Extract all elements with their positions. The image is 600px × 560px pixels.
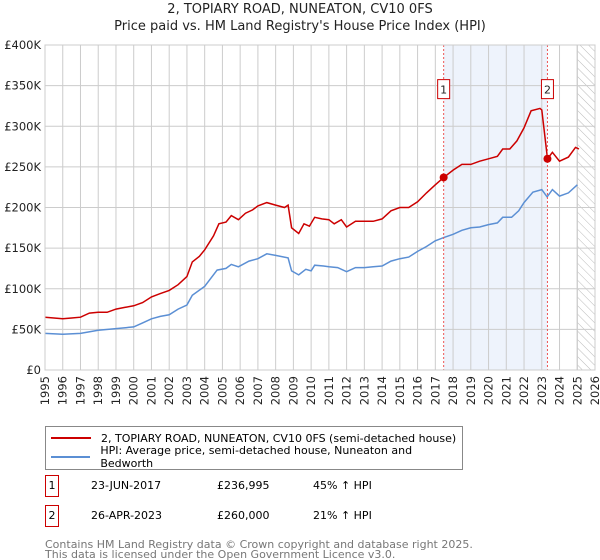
x-tick-label: 2025 bbox=[570, 376, 584, 405]
x-tick-label: 2002 bbox=[162, 376, 176, 405]
y-tick-label: £150K bbox=[4, 241, 41, 255]
x-tick-label: 2005 bbox=[215, 376, 229, 405]
sale-number: 1 bbox=[45, 475, 59, 497]
x-tick-label: 1996 bbox=[56, 376, 70, 405]
y-tick-label: £200K bbox=[4, 201, 41, 215]
y-tick-label: £400K bbox=[4, 38, 41, 52]
x-tick-label: 2003 bbox=[180, 376, 194, 405]
legend-swatch-blue bbox=[51, 456, 91, 458]
footer-line: This data is licensed under the Open Gov… bbox=[45, 548, 396, 560]
x-tick-label: 2016 bbox=[411, 376, 425, 405]
sale-point bbox=[439, 173, 448, 182]
footer-line: Contains HM Land Registry data © Crown c… bbox=[45, 538, 473, 551]
y-tick-label: £0 bbox=[26, 363, 41, 377]
x-tick-label: 2022 bbox=[517, 376, 531, 405]
sale-hpi: 21% ↑ HPI bbox=[313, 509, 372, 522]
x-tick-label: 2021 bbox=[499, 376, 513, 405]
chart-subtitle: Price paid vs. HM Land Registry's House … bbox=[114, 19, 486, 34]
legend-label: HPI: Average price, semi-detached house,… bbox=[100, 444, 413, 470]
x-tick-label: 2014 bbox=[375, 376, 389, 405]
x-tick-label: 2001 bbox=[144, 376, 158, 405]
x-tick-label: 2019 bbox=[464, 376, 478, 405]
x-tick-label: 2018 bbox=[446, 376, 460, 405]
legend-label: 2, TOPIARY ROAD, NUNEATON, CV10 0FS (sem… bbox=[101, 431, 457, 445]
x-tick-label: 2026 bbox=[588, 376, 600, 405]
x-tick-label: 2017 bbox=[428, 376, 442, 405]
x-tick-label: 2008 bbox=[269, 376, 283, 405]
y-tick-label: £50K bbox=[12, 322, 42, 336]
sale-hpi: 45% ↑ HPI bbox=[313, 479, 372, 492]
property-price-line bbox=[44, 107, 580, 320]
x-tick-label: 2011 bbox=[322, 376, 336, 405]
sale-point bbox=[543, 154, 552, 163]
x-tick-label: 1998 bbox=[91, 376, 105, 405]
y-tick-label: £250K bbox=[4, 160, 41, 174]
x-tick-label: 2024 bbox=[553, 376, 567, 405]
x-tick-label: 2020 bbox=[482, 376, 496, 405]
x-tick-label: 2007 bbox=[251, 376, 265, 405]
sale-label: 2 bbox=[544, 84, 551, 97]
legend-swatch-red bbox=[51, 437, 91, 439]
x-tick-label: 1999 bbox=[109, 376, 123, 405]
legend-item-hpi: HPI: Average price, semi-detached house,… bbox=[51, 444, 462, 470]
hpi-line bbox=[44, 184, 578, 336]
x-tick-label: 2013 bbox=[357, 376, 371, 405]
sale-date: 26-APR-2023 bbox=[91, 509, 163, 522]
y-tick-label: £300K bbox=[4, 119, 41, 133]
sale-price: £260,000 bbox=[217, 509, 270, 522]
sale-number: 2 bbox=[45, 505, 59, 527]
x-tick-label: 2012 bbox=[340, 376, 354, 405]
x-tick-label: 2015 bbox=[393, 376, 407, 405]
y-tick-label: £100K bbox=[4, 282, 41, 296]
sale-date: 23-JUN-2017 bbox=[91, 479, 162, 492]
x-tick-label: 2010 bbox=[304, 376, 318, 405]
x-tick-label: 2023 bbox=[535, 376, 549, 405]
chart-title: 2, TOPIARY ROAD, NUNEATON, CV10 0FS bbox=[167, 2, 433, 17]
sale-label-box bbox=[540, 79, 554, 100]
legend-item-property: 2, TOPIARY ROAD, NUNEATON, CV10 0FS (sem… bbox=[51, 429, 456, 447]
y-tick-label: £350K bbox=[4, 79, 41, 93]
x-tick-label: 2000 bbox=[127, 376, 141, 405]
legend: 2, TOPIARY ROAD, NUNEATON, CV10 0FS (sem… bbox=[45, 426, 463, 470]
x-tick-label: 1995 bbox=[38, 376, 52, 405]
x-tick-label: 2006 bbox=[233, 376, 247, 405]
x-tick-label: 1997 bbox=[73, 376, 87, 405]
plot-border bbox=[44, 44, 596, 371]
sale-label: 1 bbox=[440, 84, 447, 97]
sale-price: £236,995 bbox=[217, 479, 270, 492]
sale-label-box bbox=[437, 79, 451, 100]
x-tick-label: 2009 bbox=[286, 376, 300, 405]
x-tick-label: 2004 bbox=[198, 376, 212, 405]
footer: Contains HM Land Registry data © Crown c… bbox=[45, 538, 473, 560]
